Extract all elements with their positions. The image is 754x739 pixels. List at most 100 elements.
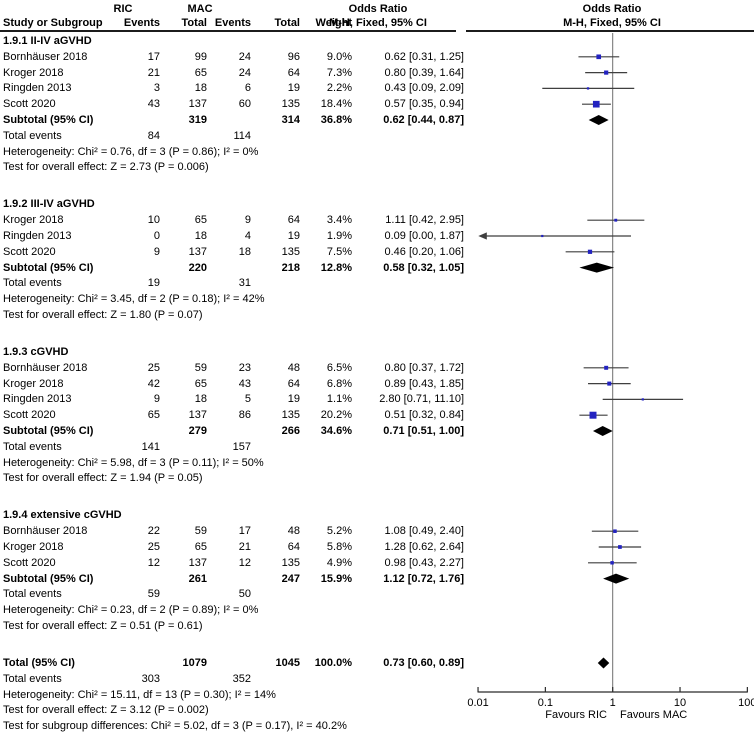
ric-total: 59 [194,361,207,374]
study-name: Kroger 2018 [3,541,64,553]
subtotal-row: Subtotal (95% CI) 319 314 36.8% 0.62 [0.44, … [0,113,472,127]
subgroup-label-row: 1.9.3 cGVHD [0,345,472,359]
study-row: Bornhäuser 2018 25 59 23 48 6.5% 0.80 [0.37, 1… [0,361,472,375]
or-ci-text: 0.62 [0.31, 1.25] [384,50,464,63]
ric-total: 137 [188,245,207,258]
odds-ratio-header-left: Odds Ratio [348,3,408,15]
study-row: Kroger 2018 10 65 9 64 3.4% 1.11 [0.42, 2.95] [0,213,472,227]
total-events-label: Total events [3,672,62,685]
ric-events-col-header: Events [123,17,160,29]
or-ci-text: 1.08 [0.49, 2.40] [384,525,464,538]
study-row: Bornhäuser 2018 17 99 24 96 9.0% 0.62 [0.31, 1… [0,50,472,64]
weight: 3.4% [326,214,352,227]
mac-events: 352 [232,672,251,685]
subgroup-label: 1.9.2 III-IV aGVHD [3,198,95,211]
or-ci-text: 0.46 [0.20, 1.06] [384,245,464,258]
ric-total: 18 [194,230,207,242]
mac-total: 48 [287,525,300,538]
heterogeneity-row: Heterogeneity: Chi² = 0.23, df = 2 (P = … [0,603,472,617]
mac-events: 157 [232,440,251,453]
study-row: Scott 2020 9 137 18 135 7.5% 0.46 [0.20, 1.06] [0,245,472,259]
or-ci-text: 0.80 [0.37, 1.72] [384,361,464,374]
heterogeneity-text: Heterogeneity: Chi² = 5.98, df = 3 (P = … [3,456,264,469]
mac-events: 86 [238,409,251,422]
mac-events: 31 [238,277,251,290]
weight: 7.3% [326,66,352,79]
axis-tick-label: 0.01 [467,697,489,709]
ric-events: 9 [153,245,160,258]
weight: 1.1% [326,393,352,406]
mac-total: 218 [281,261,300,274]
ric-total-col-header: Total [181,17,207,29]
subtotal-label: Subtotal (95% CI) [3,572,94,585]
ric-total: 18 [194,82,207,95]
mac-total: 266 [281,425,300,437]
or-ci-text: 1.11 [0.42, 2.95] [385,214,464,227]
ric-events: 43 [147,98,160,111]
ric-events: 84 [147,129,160,142]
subtotal-row: Subtotal (95% CI) 279 266 34.6% 0.71 [0.51, … [0,424,472,438]
weight: 6.8% [326,377,352,390]
or-ci-text: 0.43 [0.09, 2.09] [384,82,464,95]
study-row: Scott 2020 12 137 12 135 4.9% 0.98 [0.43, 2.27… [0,556,472,570]
ric-events: 0 [153,230,160,242]
total-row: Total (95% CI) 1079 1045 100.0% 0.73 [0.60, … [0,656,472,670]
method-plot-header: M-H, Fixed, 95% CI [563,17,661,29]
weight: 7.5% [326,245,352,258]
study-name: Scott 2020 [3,409,56,422]
heterogeneity-text: Heterogeneity: Chi² = 15.11, df = 13 (P … [3,688,276,701]
weight: 18.4% [320,98,352,111]
study-row: Ringden 2013 9 18 5 19 1.1% 2.80 [0.71, 11.10] [0,392,472,406]
study-name: Ringden 2013 [3,230,72,242]
subtotal-label: Subtotal (95% CI) [3,114,94,126]
weight: 9.0% [326,50,352,63]
method-col-header: M-H, Fixed, 95% CI [329,17,427,29]
ric-total: 279 [188,425,207,437]
or-ci-text: 0.98 [0.43, 2.27] [384,556,464,569]
ric-events: 17 [147,50,160,63]
total-events-row: Total events 141 157 [0,440,472,454]
ric-events: 22 [147,525,160,538]
axis-tick-label: 1 [609,697,616,709]
total-events-label: Total events [3,440,62,453]
study-name: Kroger 2018 [3,66,64,79]
overall-effect-row: Test for overall effect: Z = 2.73 (P = 0… [0,160,472,174]
weight: 1.9% [326,230,352,242]
weight: 100.0% [314,657,352,669]
mac-events: 5 [244,393,251,406]
mac-total: 64 [287,377,300,390]
study-row: Kroger 2018 42 65 43 64 6.8% 0.89 [0.43, 1.85] [0,377,472,391]
or-ci-text: 1.12 [0.72, 1.76] [383,572,464,585]
mac-total: 1045 [275,657,300,669]
or-ci-text: 0.58 [0.32, 1.05] [383,261,464,274]
weight: 2.2% [326,82,352,95]
ric-events: 25 [147,541,160,553]
favours-ric-label: Favours RIC [545,709,607,721]
mac-events: 6 [244,82,251,95]
mac-total: 19 [287,82,300,95]
overall-effect-text: Test for overall effect: Z = 0.51 (P = 0… [3,620,203,632]
study-name: Bornhäuser 2018 [3,525,88,538]
or-ci-text: 0.73 [0.60, 0.89] [383,657,464,669]
axis-tick-label: 100 [738,697,754,709]
ric-total: 65 [194,377,207,390]
weight-col-header: Weight [315,17,352,29]
ric-events: 21 [147,66,160,79]
study-row: Ringden 2013 0 18 4 19 1.9% 0.09 [0.00, 1.87] [0,229,472,243]
mac-total: 64 [287,66,300,79]
or-ci-text: 0.62 [0.44, 0.87] [383,114,464,126]
mac-events: 24 [238,50,251,63]
subgroup-label-row: 1.9.1 II-IV aGVHD [0,34,472,48]
mac-events: 4 [244,230,251,242]
mac-total: 64 [287,214,300,227]
ric-events: 9 [153,393,160,406]
subgroup-difference-row: Test for subgroup differences: Chi² = 5.… [0,719,472,733]
mac-events: 50 [238,588,251,601]
overall-effect-row: Test for overall effect: Z = 1.80 (P = 0… [0,308,472,322]
subtotal-label: Subtotal (95% CI) [3,261,94,274]
ric-total: 137 [188,98,207,111]
ric-total: 99 [194,50,207,63]
heterogeneity-row: Heterogeneity: Chi² = 15.11, df = 13 (P … [0,688,472,702]
ric-events: 65 [147,409,160,422]
